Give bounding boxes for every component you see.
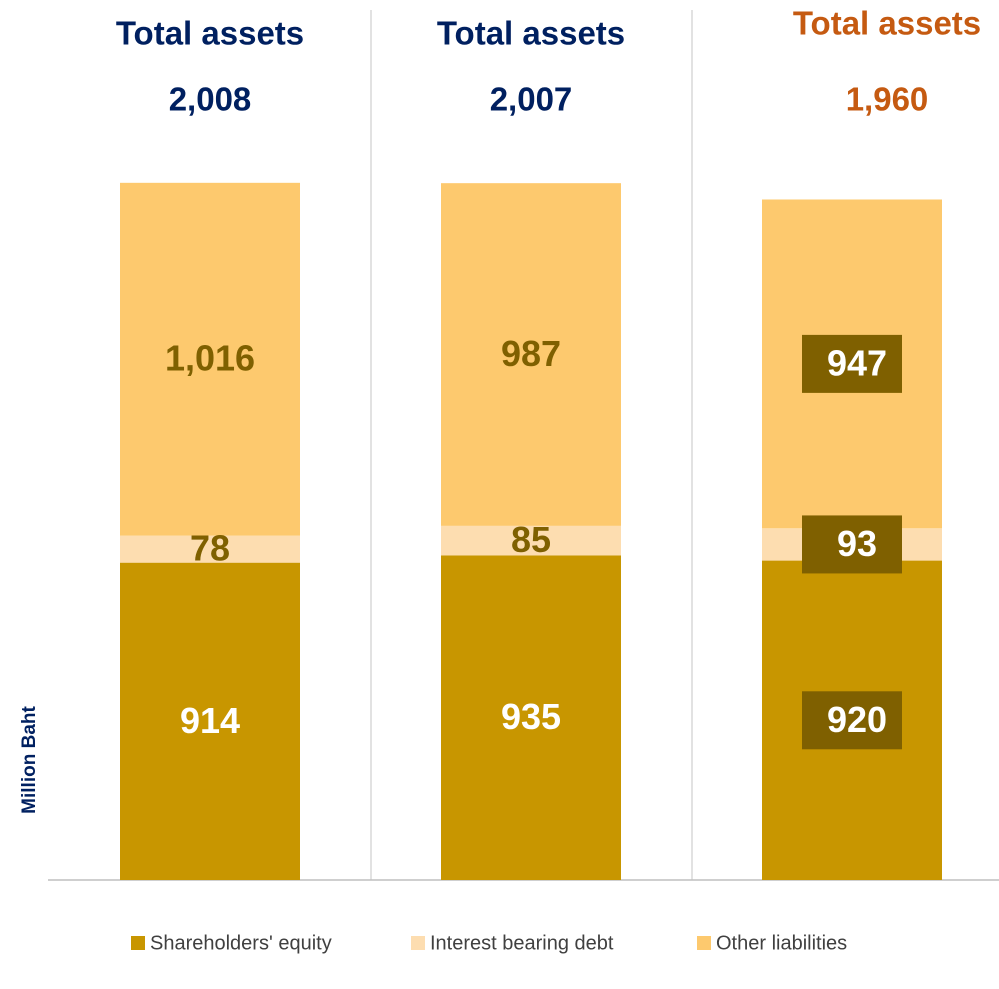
data-label: 947 (827, 342, 887, 383)
total-title: Total assets (437, 15, 625, 52)
legend-label: Interest bearing debt (430, 932, 614, 954)
label-box (802, 515, 902, 574)
total-title: Total assets (793, 5, 981, 42)
bar-segment (120, 535, 300, 563)
label-box (802, 334, 902, 393)
data-label: 920 (827, 699, 887, 740)
total-value: 2,008 (169, 81, 252, 118)
data-label: 935 (501, 696, 561, 737)
legend-swatch (411, 936, 425, 950)
total-value: 1,960 (846, 81, 929, 118)
bar-segment (120, 562, 300, 880)
bar-segment (441, 183, 621, 526)
data-label: 78 (190, 528, 230, 569)
data-label: 987 (501, 333, 561, 374)
bar-segment (441, 555, 621, 880)
total-value: 2,007 (490, 81, 573, 118)
legend-label: Other liabilities (716, 932, 847, 954)
data-label: 1,016 (165, 338, 255, 379)
legend-label: Shareholders' equity (150, 932, 332, 954)
label-box (802, 691, 902, 750)
data-label: 93 (837, 523, 877, 564)
bar-segment (120, 182, 300, 536)
y-axis-label: Million Baht (19, 706, 40, 814)
data-label: 85 (511, 519, 551, 560)
bar-segment (441, 525, 621, 556)
total-title: Total assets (116, 15, 304, 52)
legend-swatch (697, 936, 711, 950)
data-label: 914 (180, 700, 240, 741)
legend-swatch (131, 936, 145, 950)
